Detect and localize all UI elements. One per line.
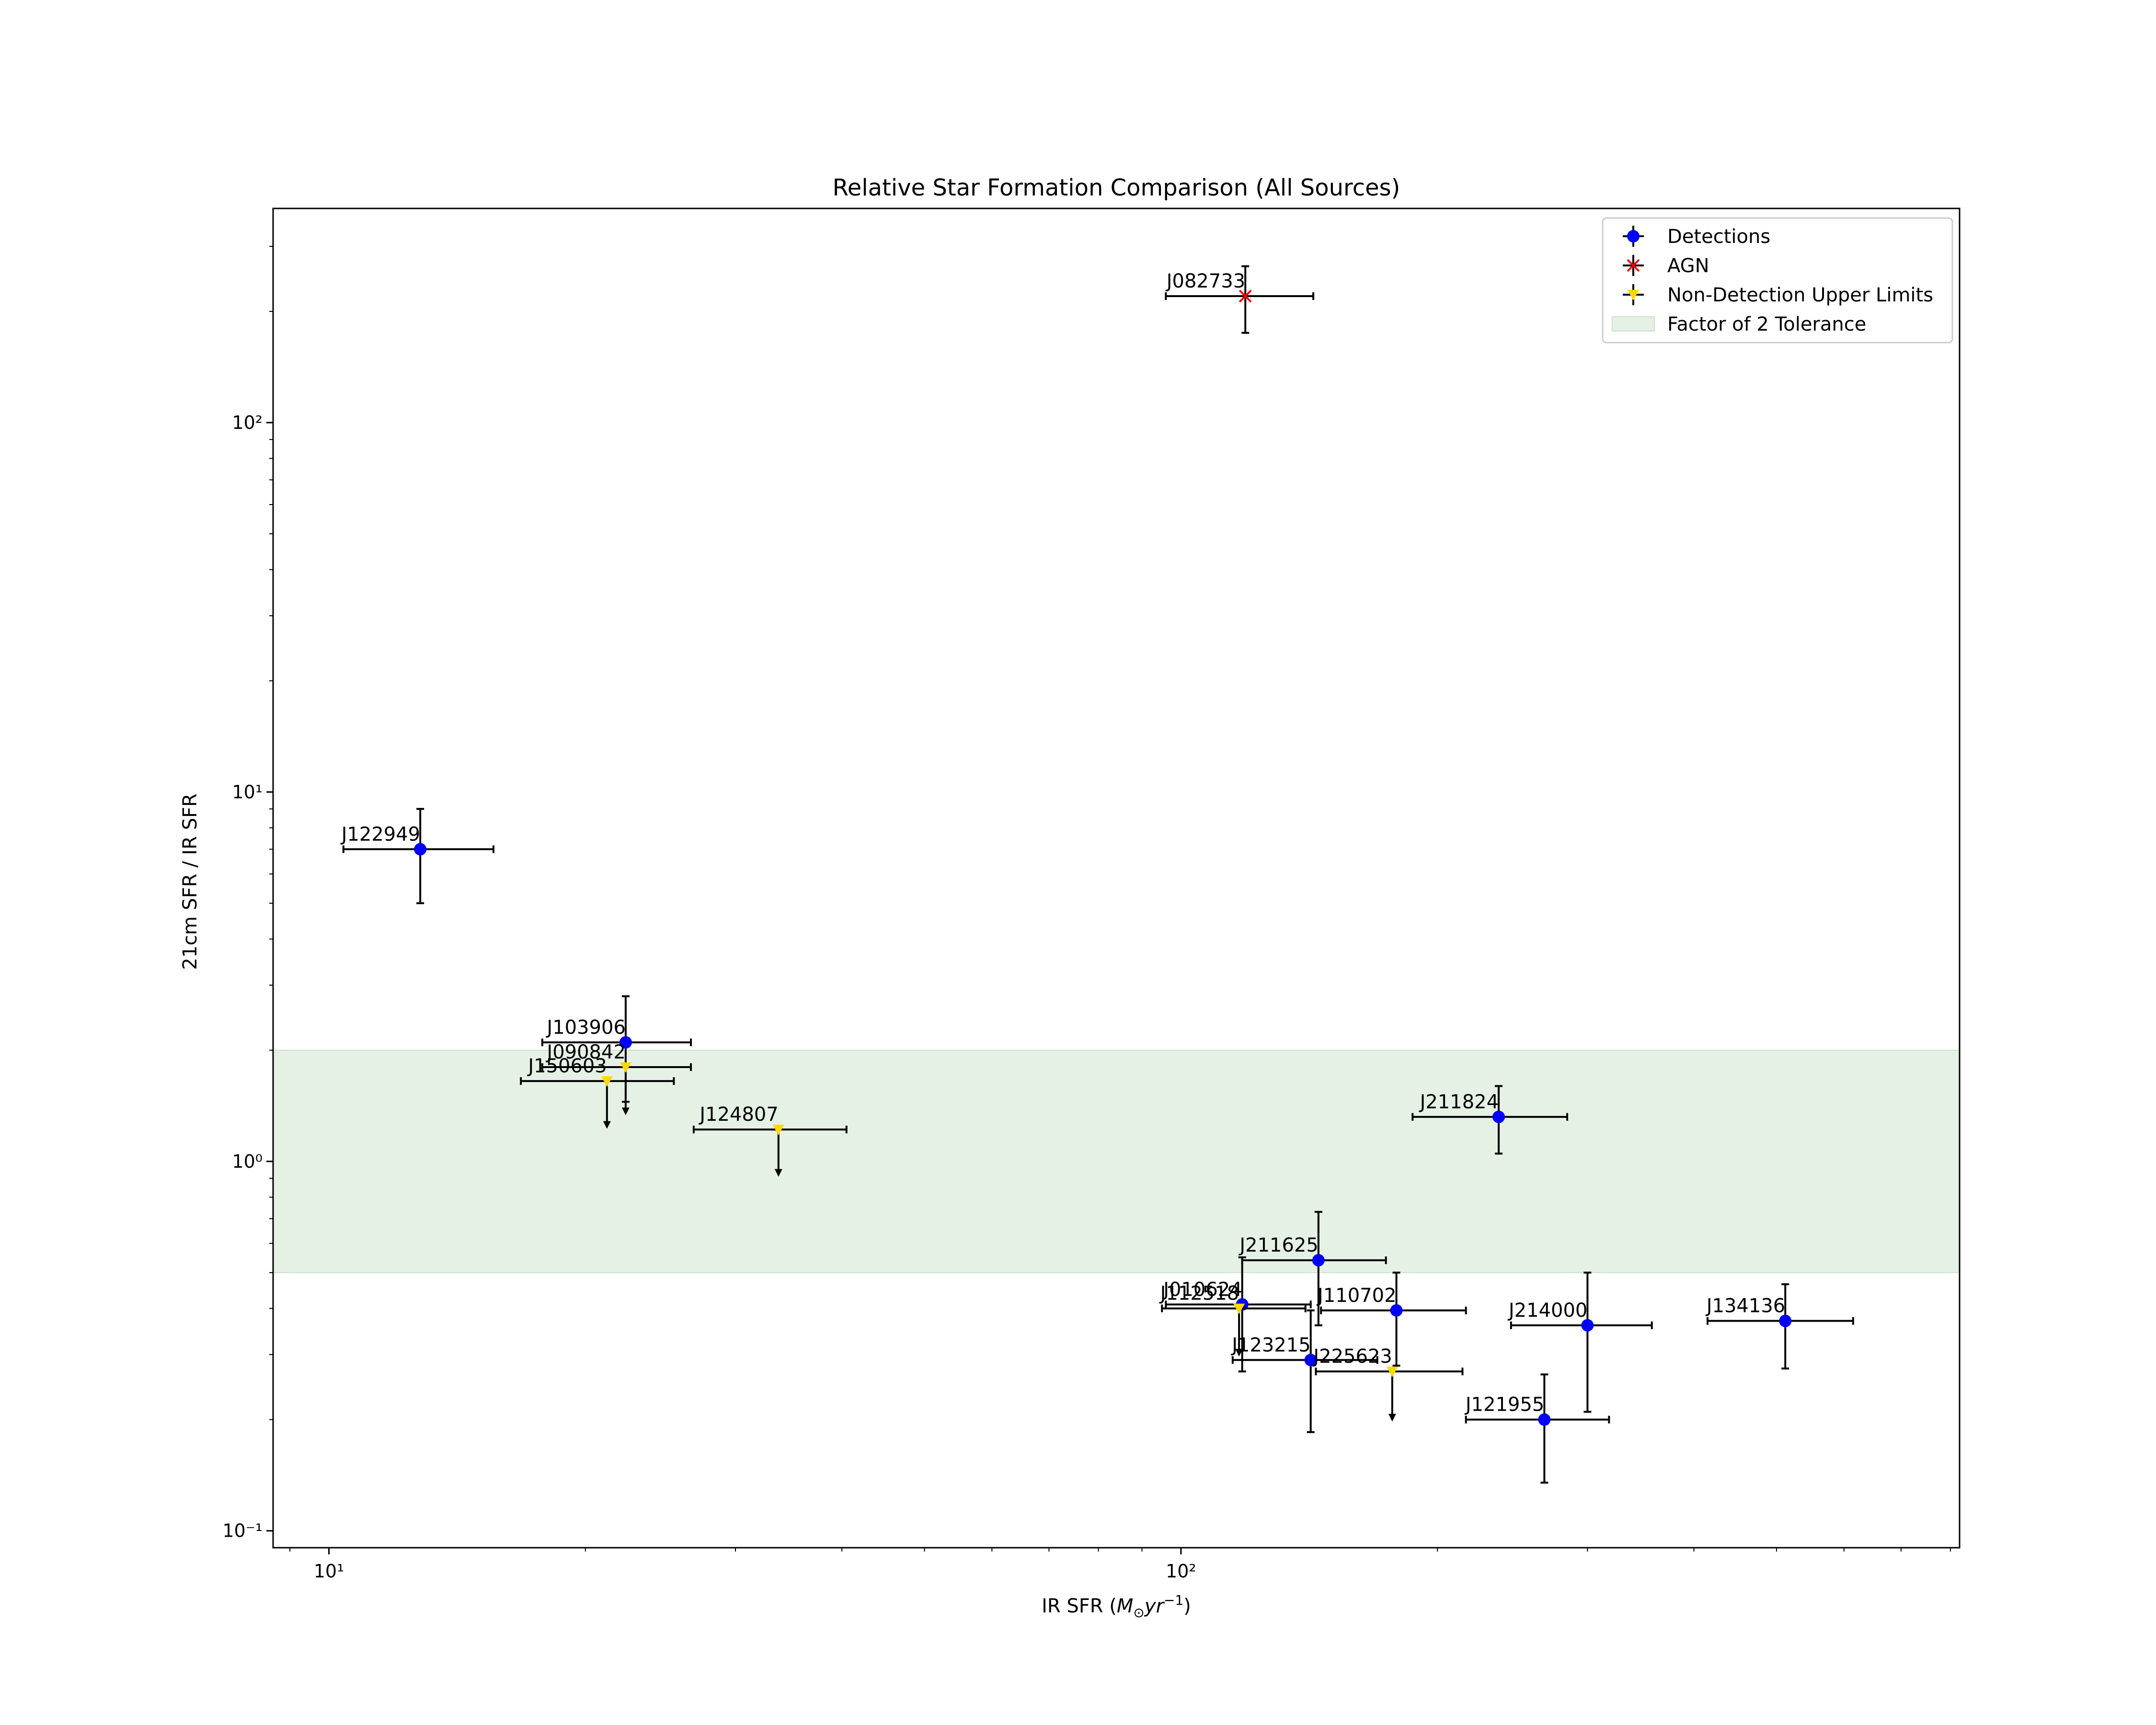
point-label: J121955 bbox=[1464, 1394, 1545, 1416]
tolerance-band-layer bbox=[273, 1049, 1960, 1273]
data-point-triangle-down: J090842 bbox=[541, 1041, 692, 1116]
x-tick-label: 10¹ bbox=[314, 1561, 344, 1582]
upper-limit-marker bbox=[619, 1062, 631, 1073]
legend-swatch-x bbox=[1627, 259, 1640, 272]
legend-label: Non-Detection Upper Limits bbox=[1667, 284, 1933, 306]
point-label: J211625 bbox=[1238, 1234, 1319, 1256]
x-axis-title-mass-symbol: M bbox=[1117, 1595, 1134, 1617]
data-layer: J122949 J103906 J211824 J211625 J010624 J1107… bbox=[340, 265, 1854, 1484]
point-label: J123215 bbox=[1230, 1334, 1311, 1356]
chart-title: Relative Star Formation Comparison (All … bbox=[833, 174, 1400, 201]
y-tick-label: 10⁰ bbox=[232, 1151, 263, 1172]
x-tick-label: 10² bbox=[1166, 1561, 1196, 1582]
data-point-circle: J010624 bbox=[1162, 1256, 1312, 1373]
point-label: J214000 bbox=[1507, 1300, 1588, 1322]
point-label: J211824 bbox=[1419, 1091, 1499, 1113]
data-point-circle: J121955 bbox=[1464, 1373, 1610, 1484]
data-point-circle: J123215 bbox=[1230, 1309, 1378, 1433]
y-axis-title: 21cm SFR / IR SFR bbox=[179, 794, 201, 970]
legend-swatch-triangle bbox=[1628, 290, 1639, 300]
upper-limit-marker bbox=[772, 1125, 784, 1136]
data-point-circle: J214000 bbox=[1507, 1271, 1653, 1413]
agn-marker bbox=[1239, 289, 1252, 303]
data-point-triangle-down: J124807 bbox=[692, 1104, 848, 1177]
upper-limit-marker bbox=[601, 1076, 613, 1087]
legend-label: AGN bbox=[1667, 255, 1709, 277]
x-axis-title-exponent: −1 bbox=[1164, 1592, 1183, 1608]
legend: Detections AGN Non-Detection Upper Limits F… bbox=[1602, 217, 1953, 344]
point-label: J112518 bbox=[1159, 1283, 1239, 1305]
point-label: J134136 bbox=[1705, 1295, 1786, 1317]
point-label: J225623 bbox=[1312, 1346, 1392, 1368]
detection-marker bbox=[619, 1036, 632, 1049]
point-label: J010624 bbox=[1162, 1278, 1242, 1300]
point-label: J122949 bbox=[340, 823, 421, 845]
detection-marker bbox=[1492, 1110, 1505, 1123]
point-label: J090842 bbox=[545, 1041, 626, 1063]
upper-limit-marker bbox=[1233, 1303, 1245, 1314]
upper-limit-arrow-head bbox=[603, 1121, 611, 1129]
point-label: J150603 bbox=[527, 1055, 607, 1077]
tolerance-band bbox=[273, 1049, 1960, 1273]
data-point-circle: J134136 bbox=[1705, 1283, 1854, 1370]
y-tick-label: 10¹ bbox=[232, 782, 263, 803]
detection-marker bbox=[1390, 1304, 1403, 1317]
y-tick-label: 10² bbox=[232, 412, 263, 433]
data-point-circle: J211625 bbox=[1238, 1211, 1387, 1326]
detection-marker bbox=[414, 843, 427, 856]
upper-limit-marker bbox=[1386, 1367, 1398, 1378]
data-point-triangle-down: J225623 bbox=[1312, 1346, 1464, 1422]
legend-swatch-circle bbox=[1627, 230, 1640, 242]
detection-marker bbox=[1304, 1354, 1317, 1367]
point-label: J103906 bbox=[545, 1016, 626, 1038]
plot-frame bbox=[272, 207, 1961, 1549]
point-label: J110702 bbox=[1316, 1285, 1397, 1307]
data-point-circle: J211824 bbox=[1411, 1085, 1569, 1155]
data-point-triangle-down: J150603 bbox=[520, 1055, 675, 1129]
y-tick-label: 10⁻¹ bbox=[222, 1520, 263, 1541]
data-point-circle: J122949 bbox=[340, 808, 494, 904]
data-point-x: J082733 bbox=[1165, 265, 1315, 334]
legend-label: Factor of 2 Tolerance bbox=[1667, 313, 1866, 335]
legend-swatch-band bbox=[1612, 316, 1655, 332]
point-label: J082733 bbox=[1165, 270, 1246, 292]
x-axis-title-close: ) bbox=[1183, 1595, 1191, 1617]
detection-marker bbox=[1581, 1319, 1594, 1332]
detection-marker bbox=[1312, 1254, 1325, 1267]
axes-layer: 10¹ 10² 10⁻¹ 10⁰ 10¹ 10² bbox=[222, 207, 1961, 1582]
data-point-circle: J103906 bbox=[541, 995, 692, 1103]
upper-limit-arrow-head bbox=[1388, 1414, 1396, 1422]
upper-limit-arrow-head bbox=[621, 1107, 630, 1116]
point-label: J124807 bbox=[698, 1104, 779, 1126]
x-axis-title-sun-subscript: ⊙ bbox=[1133, 1605, 1144, 1621]
upper-limit-arrow-head bbox=[1235, 1348, 1243, 1357]
data-point-triangle-down: J112518 bbox=[1159, 1283, 1307, 1357]
legend-label: Detections bbox=[1667, 226, 1770, 248]
upper-limit-arrow-head bbox=[774, 1169, 782, 1177]
data-point-circle: J110702 bbox=[1316, 1271, 1467, 1367]
detection-marker bbox=[1538, 1413, 1551, 1426]
legend-box bbox=[1602, 217, 1953, 344]
x-axis-title-yr: yr bbox=[1144, 1595, 1165, 1617]
detection-marker bbox=[1779, 1314, 1792, 1327]
